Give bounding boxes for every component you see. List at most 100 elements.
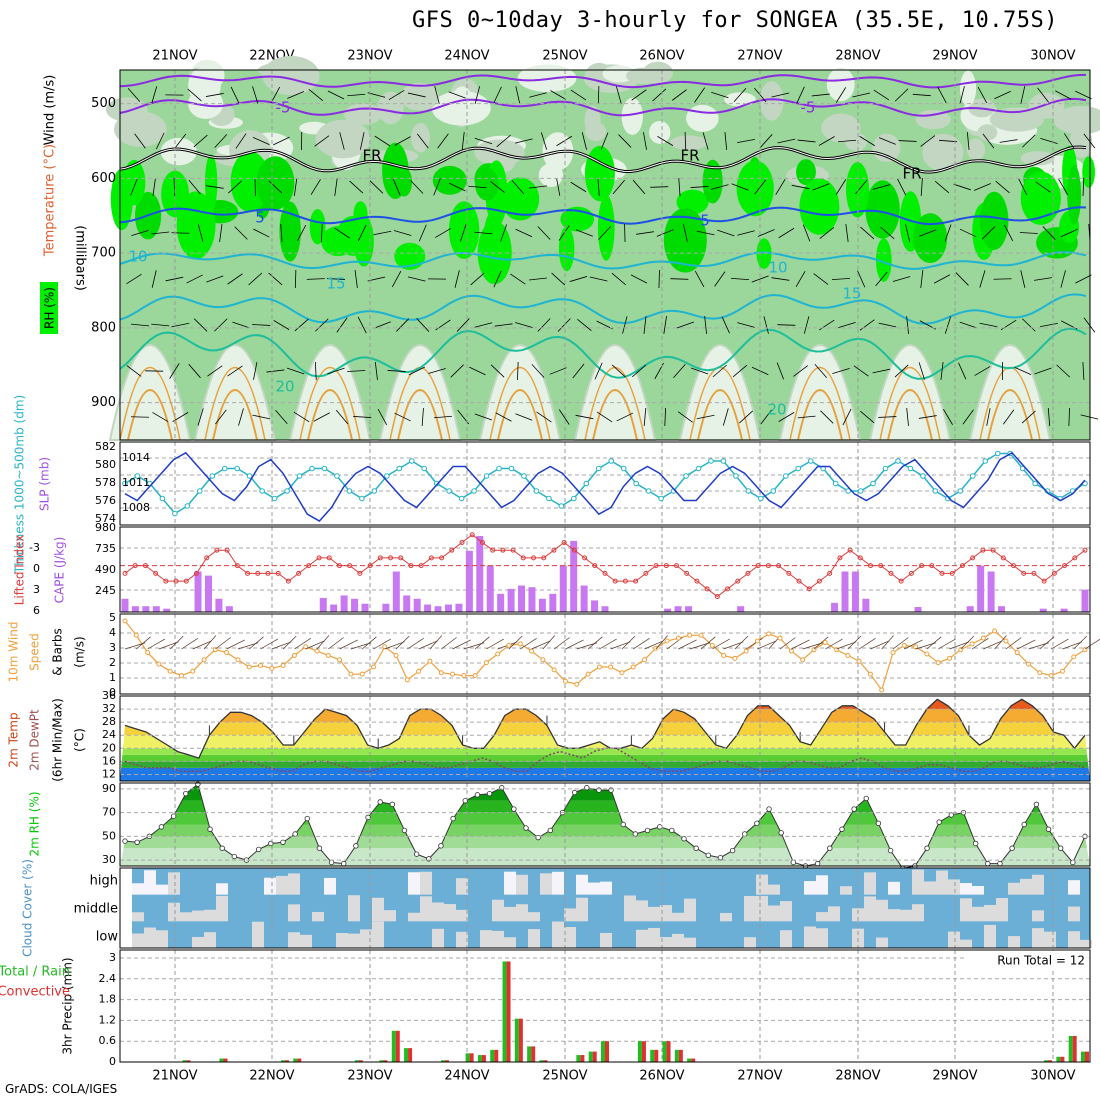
temperature-band bbox=[120, 709, 1090, 723]
lifted-index-point bbox=[1051, 570, 1057, 576]
cloud-block bbox=[216, 883, 228, 895]
cloud-block bbox=[804, 926, 816, 948]
wind-barb-surface bbox=[1017, 639, 1036, 650]
temperature-band bbox=[120, 722, 1090, 736]
wind-barb-surface bbox=[1084, 638, 1100, 650]
rh2m-point bbox=[863, 795, 869, 802]
cloud-block bbox=[948, 931, 960, 948]
wind-barb bbox=[230, 86, 240, 104]
lifted-index-point bbox=[786, 570, 792, 576]
cape-bar bbox=[914, 607, 922, 612]
wind-barb bbox=[797, 139, 816, 143]
wind-barb bbox=[421, 407, 424, 427]
date-label-top: 25NOV bbox=[542, 49, 587, 64]
precip-total-bar bbox=[539, 1060, 544, 1062]
lifted-index-point bbox=[377, 555, 383, 561]
precip-total-bar bbox=[465, 1053, 470, 1062]
wind-speed-point bbox=[258, 663, 264, 669]
wind-barb bbox=[631, 364, 647, 378]
wind-barb-surface bbox=[147, 638, 166, 650]
wind-speed-point bbox=[992, 628, 998, 634]
wind-barb bbox=[717, 229, 735, 237]
wind-barb bbox=[557, 318, 571, 332]
wind-barb bbox=[684, 131, 687, 151]
wind-speed-point bbox=[845, 652, 851, 658]
precip-convective-bar bbox=[678, 1049, 683, 1062]
cape-bar bbox=[862, 598, 870, 612]
cloud-block bbox=[924, 881, 936, 895]
wind-barb bbox=[612, 179, 625, 195]
wind-barb bbox=[845, 224, 849, 242]
thickness-line-point bbox=[533, 488, 540, 494]
precip-convective-bar bbox=[395, 1030, 400, 1062]
wind-barb-surface bbox=[678, 639, 697, 650]
slp-line bbox=[124, 451, 1086, 522]
wind-barb bbox=[214, 134, 228, 148]
wind-barb bbox=[297, 224, 307, 242]
wind-speed-point bbox=[416, 668, 422, 674]
precip-convective-bar bbox=[654, 1049, 659, 1062]
wind-barb bbox=[252, 414, 271, 420]
wind-barb bbox=[377, 408, 388, 426]
thickness-line-point bbox=[645, 488, 652, 494]
thickness-line-point bbox=[658, 495, 664, 502]
wind-barb bbox=[474, 322, 493, 328]
rh-moist-patch bbox=[875, 238, 892, 282]
thickness-line-point bbox=[695, 465, 702, 472]
wind-barb bbox=[814, 363, 828, 379]
lifted-index-point bbox=[1082, 547, 1088, 553]
lifted-index-point bbox=[857, 555, 863, 561]
wind-barb bbox=[906, 316, 909, 334]
cloud-block bbox=[624, 895, 636, 922]
wind-barb bbox=[418, 224, 427, 242]
wind-barb bbox=[754, 179, 767, 195]
cape-frame bbox=[119, 526, 1091, 613]
rh2m-frame bbox=[119, 782, 1091, 867]
wind-speed-point bbox=[585, 671, 591, 677]
wind-barb bbox=[905, 224, 911, 242]
wind-barb bbox=[339, 132, 345, 150]
rh2m-point bbox=[669, 827, 675, 834]
wind-barb bbox=[268, 272, 283, 286]
contour-label: 15 bbox=[326, 275, 345, 293]
thickness-line-point bbox=[184, 503, 191, 509]
lifted-index-point bbox=[316, 555, 322, 561]
lifted-index-point bbox=[153, 570, 159, 576]
wind-barb bbox=[962, 409, 974, 425]
lifted-index-point bbox=[388, 555, 394, 561]
isotherm-20-dome bbox=[789, 367, 851, 441]
thickness-line-point bbox=[446, 488, 452, 494]
cape-bar bbox=[163, 608, 171, 612]
wind-barb bbox=[126, 273, 142, 285]
rh-moist-patch bbox=[394, 242, 426, 270]
lifted-index-point bbox=[275, 570, 281, 576]
lifted-index-point bbox=[510, 547, 516, 553]
wind-barb bbox=[959, 228, 977, 238]
lifted-index-point bbox=[357, 570, 363, 576]
wind-tick: 4 bbox=[109, 626, 116, 639]
wind-barb bbox=[1034, 277, 1052, 281]
wind-barb bbox=[207, 365, 223, 377]
wind-barb bbox=[435, 319, 451, 331]
wind-barb bbox=[897, 178, 907, 196]
cloud-block bbox=[600, 881, 612, 895]
rh2m-point bbox=[851, 806, 857, 812]
rh-moist-patch bbox=[110, 168, 133, 231]
date-label-bottom: 23NOV bbox=[347, 1069, 392, 1084]
wind-barb bbox=[1040, 322, 1058, 328]
wind-barb-surface bbox=[1050, 638, 1069, 650]
wind-barb-surface bbox=[508, 635, 523, 650]
wind-barb bbox=[174, 133, 187, 149]
cloud-block bbox=[1032, 874, 1044, 895]
lifted-index-point bbox=[408, 563, 414, 569]
temperature-tick: 36 bbox=[102, 689, 116, 702]
isotherm-20-dome bbox=[879, 367, 941, 441]
isotherm-25 bbox=[987, 389, 1033, 441]
rh-legend-swatch bbox=[40, 282, 58, 334]
rh-dry-patch bbox=[826, 67, 855, 102]
thickness-line-point bbox=[733, 473, 739, 479]
wind-barb bbox=[918, 362, 925, 380]
cloud-block bbox=[168, 872, 180, 895]
lifted-index-point bbox=[551, 547, 557, 553]
thickness-line-point bbox=[334, 473, 340, 479]
